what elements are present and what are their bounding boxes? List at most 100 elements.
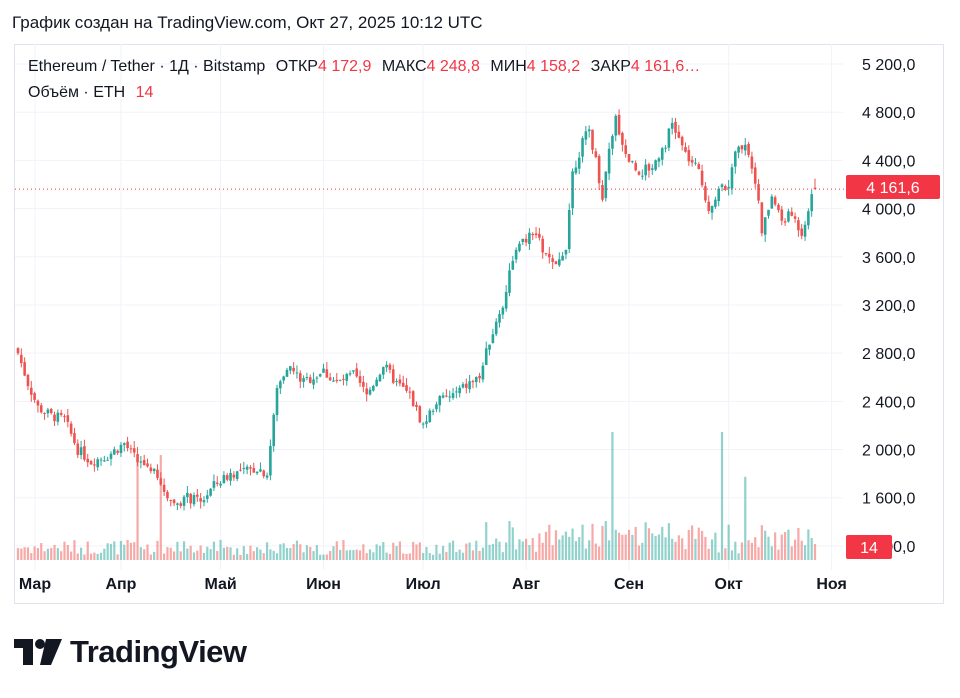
volume-bar [511, 527, 514, 560]
candle [767, 209, 770, 219]
candle-body [142, 460, 146, 466]
candle [528, 228, 531, 250]
candle-body [647, 164, 651, 171]
candle [737, 145, 740, 159]
candle-body [318, 374, 322, 377]
chart-frame[interactable] [14, 44, 944, 604]
volume-bar [432, 554, 435, 560]
candle-body [465, 383, 468, 388]
candle [298, 370, 302, 389]
candle [484, 341, 488, 366]
candle [368, 386, 372, 396]
volume-legend: Объём · ETH 14 [28, 84, 153, 102]
candle-body [770, 196, 774, 209]
candle-body [358, 376, 362, 383]
candle [777, 203, 780, 213]
volume-bar [737, 553, 740, 560]
volume-bar [16, 548, 20, 560]
candle [753, 162, 757, 189]
candle [750, 151, 754, 174]
candle [142, 454, 146, 466]
candle-body [720, 184, 724, 188]
volume-bar [232, 554, 235, 560]
candle [255, 471, 259, 476]
candle-body [119, 444, 123, 454]
candle [328, 373, 332, 382]
candle [279, 379, 282, 394]
price-chart[interactable]: 5 200,0 4 800,0 4 400,0 4 000,0 3 600,0 3 200… [0, 0, 960, 610]
volume-bars [16, 432, 817, 560]
candle-body [166, 491, 169, 499]
candle [770, 194, 774, 209]
volume-bar [684, 549, 687, 560]
candle-body [717, 188, 720, 202]
candle-body [279, 381, 282, 389]
candle-body [455, 391, 458, 393]
candle [209, 488, 212, 497]
volume-bar [468, 542, 471, 560]
volume-bar [770, 546, 773, 560]
volume-bar [89, 553, 93, 560]
volume-bar [780, 534, 783, 560]
candle [146, 458, 149, 468]
candle-body [262, 470, 266, 477]
volume-bar [455, 552, 458, 560]
volume-bar [116, 554, 119, 560]
candle-body [750, 156, 754, 169]
candle-body [571, 171, 574, 209]
candle [229, 468, 232, 486]
candle [49, 407, 53, 415]
volume-bar [279, 544, 282, 560]
candle [318, 373, 322, 378]
volume-bar [764, 530, 767, 560]
candle-body [511, 260, 515, 270]
volume-bar [505, 542, 508, 560]
candle [720, 183, 724, 192]
volume-bar [256, 547, 259, 560]
candle-body [707, 201, 711, 211]
candle [405, 378, 408, 393]
candle [136, 447, 139, 467]
symbol-label[interactable]: Ethereum / Tether · 1Д · Bitstamp [28, 58, 266, 75]
candle-body [129, 448, 133, 450]
time-tick-label: Окт [715, 576, 743, 593]
volume-bar [528, 545, 531, 560]
volume-bar [272, 550, 275, 560]
candle [33, 391, 36, 403]
volume-bar [206, 546, 209, 560]
candle-body [687, 150, 691, 162]
volume-bar [299, 544, 302, 560]
volume-bar [438, 553, 441, 560]
candle-body [411, 391, 415, 406]
candle-body [674, 121, 677, 133]
candle [727, 179, 730, 196]
tradingview-logo[interactable]: TradingView [14, 634, 247, 670]
candle-body [611, 136, 614, 149]
candle [797, 217, 800, 237]
candle [332, 376, 335, 382]
candle-body [362, 381, 365, 387]
volume-bar [777, 549, 780, 560]
volume-bar [275, 553, 279, 560]
candle [83, 439, 86, 462]
candle-body [285, 369, 289, 377]
candle-body [624, 145, 628, 154]
candle [747, 141, 750, 158]
candle [53, 411, 56, 427]
volume-bar [800, 540, 803, 560]
candle [710, 205, 714, 220]
candle-body [398, 379, 402, 384]
volume-label[interactable]: Объём · ETH [28, 84, 126, 101]
candle-body [777, 204, 780, 211]
candle-body [199, 498, 202, 502]
candle [46, 407, 50, 418]
volume-bar [651, 533, 654, 560]
volume-bar [133, 542, 136, 560]
candle-body [627, 154, 631, 162]
volume-bar [149, 554, 152, 560]
volume-bar [312, 551, 315, 560]
candle [445, 388, 448, 398]
candle-body [767, 209, 770, 216]
candle-body [531, 234, 535, 236]
candle [724, 184, 727, 191]
